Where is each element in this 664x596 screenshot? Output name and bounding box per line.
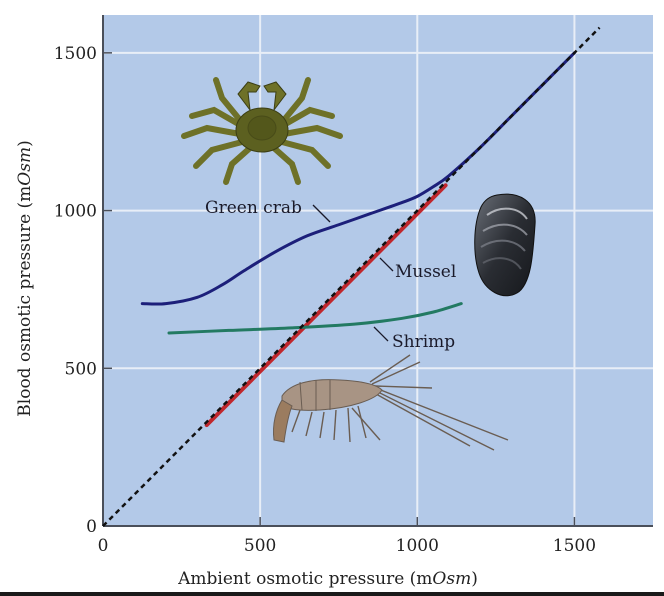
crab-illustration: [181, 77, 343, 185]
plot-area: 0 500 1000 1500 0 500 1000 1500 Ambient osmotic …: [15, 15, 653, 589]
mussel-line: [204, 183, 448, 428]
y-tick-label: 500: [65, 359, 97, 379]
y-tick-label: 1500: [54, 44, 97, 64]
isosmotic-reference-line: [102, 26, 601, 527]
x-tick-label: 1500: [553, 536, 596, 556]
y-tick-label: 1000: [54, 202, 97, 222]
shrimp-illustration: [273, 354, 509, 451]
chart-overlay: Green crab Mussel Shrimp: [102, 26, 601, 527]
shrimp-line: [167, 302, 463, 335]
x-tick-label: 0: [98, 536, 109, 556]
mussel-label: Mussel: [395, 262, 456, 282]
x-axis-title: Ambient osmotic pressure (mOsm): [177, 569, 478, 589]
x-tick-label: 1000: [396, 536, 439, 556]
green-crab-label: Green crab: [205, 198, 302, 218]
bottom-rule: [0, 592, 664, 596]
leader-line: [373, 326, 389, 342]
leader-line: [312, 204, 331, 223]
illustrations: [181, 77, 536, 451]
x-tick-label: 500: [244, 536, 276, 556]
y-tick-label: 0: [86, 517, 97, 537]
leader-line: [379, 257, 394, 272]
green-crab-line: [140, 51, 576, 306]
y-axis-title: Blood osmotic pressure (mOsm): [15, 140, 35, 416]
plot-background: [103, 15, 653, 526]
shrimp-label: Shrimp: [392, 332, 455, 352]
mussel-illustration: [474, 193, 536, 297]
